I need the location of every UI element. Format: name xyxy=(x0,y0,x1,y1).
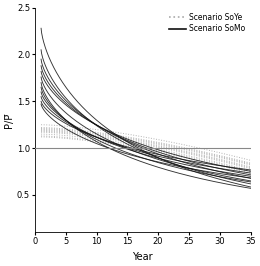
Legend: Scenario SoYe, Scenario SoMo: Scenario SoYe, Scenario SoMo xyxy=(167,11,247,35)
X-axis label: Year: Year xyxy=(132,252,153,262)
Y-axis label: P/P̅: P/P̅ xyxy=(4,113,14,128)
